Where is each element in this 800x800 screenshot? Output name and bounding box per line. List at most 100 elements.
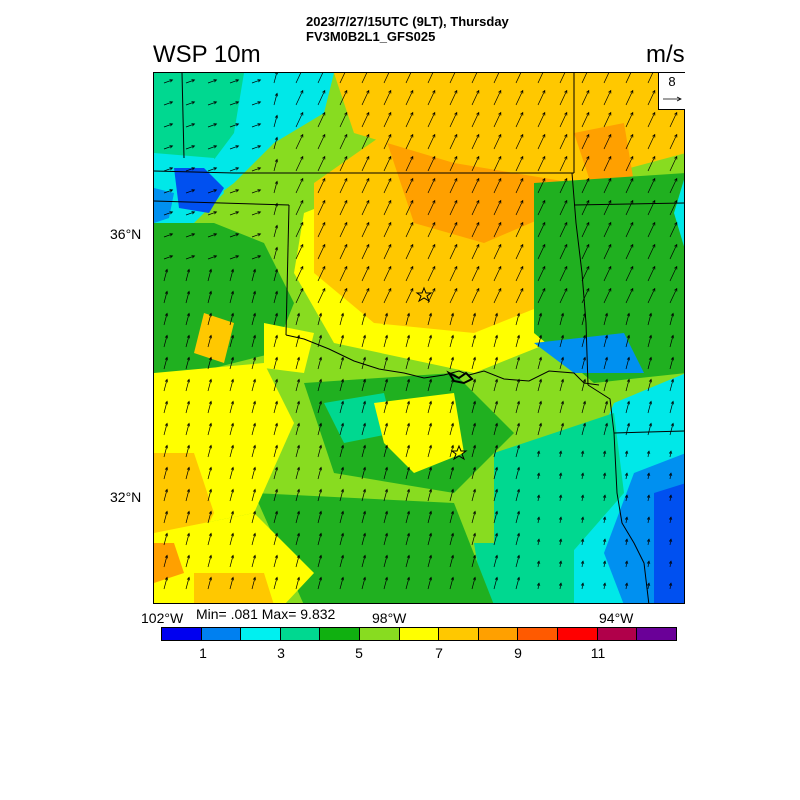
wind-vector: [361, 488, 367, 502]
wind-vector: [559, 243, 568, 260]
wind-vector: [449, 554, 455, 568]
wind-vector: [295, 199, 304, 216]
wind-vector: [207, 211, 218, 216]
wind-vector: [383, 287, 392, 304]
wind-vector: [515, 576, 521, 590]
wind-vector: [251, 145, 262, 150]
wind-vector: [427, 576, 433, 590]
wind-vector: [339, 89, 348, 106]
reference-vector-label: 8: [668, 74, 676, 89]
wind-vector: [669, 400, 675, 414]
wind-vector: [207, 255, 218, 260]
wind-vector: [427, 400, 433, 414]
wind-vector: [515, 265, 524, 282]
wind-vector: [603, 334, 609, 348]
colorbar-label: 5: [355, 645, 363, 661]
wind-vector: [580, 516, 585, 524]
wind-vector: [339, 422, 345, 436]
colorbar-box: [241, 628, 281, 640]
colorbar-label: 1: [199, 645, 207, 661]
wind-vector: [273, 378, 279, 392]
lake-texoma-shore: [446, 370, 474, 385]
wind-vector: [295, 312, 301, 326]
wind-vector: [559, 111, 568, 128]
wind-vector: [317, 199, 326, 216]
wind-vector: [427, 243, 436, 260]
wind-vector: [207, 123, 218, 128]
wind-vector: [251, 532, 257, 546]
wind-vector: [251, 79, 262, 84]
wind-vector: [251, 378, 257, 392]
wind-vector: [229, 189, 240, 194]
wind-vector: [383, 199, 392, 216]
wind-vector: [580, 582, 585, 590]
wind-vector: [185, 422, 191, 436]
wind-vector: [537, 243, 546, 260]
wind-vector: [405, 73, 412, 84]
wind-vector: [163, 554, 169, 568]
wind-vector: [624, 450, 629, 458]
wind-vector: [537, 356, 543, 370]
wind-vector: [295, 89, 304, 106]
wind-vector: [449, 466, 455, 480]
wind-speed-region: [494, 413, 624, 573]
wind-vector: [251, 233, 262, 238]
wind-speed-map: [153, 72, 685, 604]
wind-vector: [339, 73, 346, 84]
wind-vector: [405, 400, 411, 414]
wind-vector: [471, 378, 477, 392]
wind-vector: [515, 400, 521, 414]
wind-vector: [580, 472, 585, 480]
wind-vector: [536, 450, 541, 458]
wind-vector: [559, 177, 568, 194]
wind-speed-region: [154, 188, 174, 223]
wind-vector: [603, 177, 612, 194]
colorbar-box: [597, 628, 638, 640]
wind-vector: [427, 73, 434, 84]
wind-vector: [251, 334, 257, 348]
wind-vector: [581, 155, 590, 172]
wind-vector: [383, 334, 389, 348]
wind-vector: [515, 378, 521, 392]
wind-vector: [405, 554, 411, 568]
wind-vector: [383, 466, 389, 480]
wind-vector: [295, 576, 301, 590]
wind-vector: [383, 155, 392, 172]
wind-vector: [515, 510, 521, 524]
wind-vector: [668, 582, 673, 590]
wind-vector: [668, 494, 673, 502]
wind-vector: [273, 290, 279, 304]
units-label: m/s: [646, 41, 685, 68]
wind-vector: [361, 155, 370, 172]
wind-vector: [405, 378, 411, 392]
reference-vector-box: 8: [658, 73, 685, 110]
wind-vector: [405, 312, 411, 326]
wind-vector: [493, 378, 499, 392]
wind-vector: [668, 472, 673, 480]
wind-vector: [273, 136, 279, 150]
wind-vector: [185, 334, 191, 348]
colorbar-label: 7: [435, 645, 443, 661]
wind-vector: [339, 155, 348, 172]
wind-vector: [625, 287, 634, 304]
wind-vector: [625, 111, 634, 128]
wind-vectors: [163, 73, 678, 590]
wind-vector: [361, 334, 367, 348]
wind-vector: [229, 79, 240, 84]
wind-vector: [273, 444, 279, 458]
wind-vector: [647, 378, 653, 392]
wind-vector: [295, 422, 301, 436]
wind-vector: [669, 334, 675, 348]
wind-vector: [229, 334, 235, 348]
wind-vector: [185, 101, 196, 106]
wind-vector: [559, 400, 565, 414]
wind-vector: [185, 312, 191, 326]
colorbar-box: [478, 628, 519, 640]
wind-vector: [361, 287, 370, 304]
wind-vector: [646, 472, 651, 480]
wind-vector: [361, 221, 370, 238]
wind-vector: [405, 488, 411, 502]
wind-vector: [515, 155, 524, 172]
wind-vector: [647, 312, 653, 326]
wind-vector: [559, 356, 565, 370]
